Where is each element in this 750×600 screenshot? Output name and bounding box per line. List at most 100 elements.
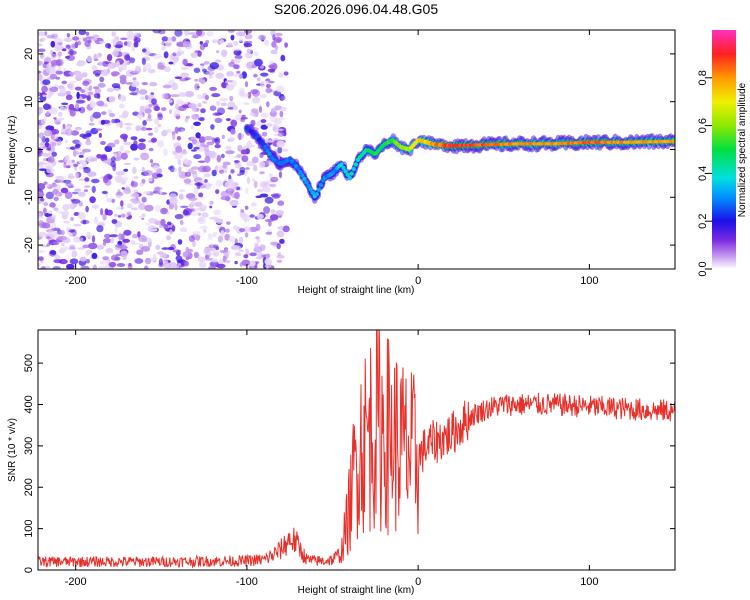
spectrogram-speckle <box>118 66 123 73</box>
spectrogram-speckle <box>115 253 122 257</box>
spectrogram-speckle <box>190 125 194 130</box>
spectrogram-speckle <box>215 59 222 63</box>
spectrogram-speckle <box>230 169 235 174</box>
spectrogram-speckle <box>225 228 230 233</box>
spectrogram-y-tick-label: -10 <box>23 189 35 205</box>
spectrogram-speckle <box>98 133 102 138</box>
spectrogram-speckle <box>274 118 283 125</box>
spectrogram-speckle <box>177 239 183 245</box>
spectrogram-speckle <box>95 40 99 44</box>
spectrogram-speckle <box>100 141 106 145</box>
spectrogram-speckle <box>79 256 87 262</box>
spectrogram-speckle <box>196 93 202 100</box>
spectrogram-speckle <box>106 87 114 93</box>
spectrogram-speckle <box>81 72 88 78</box>
spectrogram-speckle <box>244 30 252 34</box>
spectrogram-speckle <box>277 131 285 137</box>
spectrogram-speckle <box>235 31 246 37</box>
spectrogram-speckle <box>38 48 46 53</box>
spectrogram-speckle <box>193 146 200 150</box>
spectrogram-speckle <box>254 58 263 67</box>
spectrogram-ridge-core <box>302 176 307 182</box>
spectrogram-speckle <box>95 54 101 59</box>
spectrogram-speckle <box>149 82 158 87</box>
spectrogram-speckle <box>172 132 176 141</box>
spectrogram-speckle <box>276 128 284 131</box>
spectrogram-speckle <box>126 36 135 41</box>
spectrogram-speckle <box>183 260 189 267</box>
spectrogram-x-tick-label: 100 <box>580 275 598 287</box>
spectrogram-speckle <box>44 142 50 148</box>
colorbar-tick-label: 0.0 <box>697 261 709 276</box>
spectrogram-speckle <box>38 250 46 253</box>
spectrogram-speckle <box>152 253 157 260</box>
spectrogram-speckle <box>142 191 151 194</box>
spectrogram-speckle <box>257 252 264 259</box>
spectrogram-speckle <box>258 34 266 41</box>
spectrogram-speckle <box>77 247 86 250</box>
spectrogram-speckle <box>264 196 274 204</box>
spectrogram-speckle <box>76 91 80 100</box>
spectrogram-speckle <box>136 113 144 119</box>
spectrogram-speckle <box>243 42 253 48</box>
spectrogram-speckle <box>279 238 285 244</box>
spectrogram-speckle <box>38 263 41 267</box>
spectrogram-speckle <box>231 73 241 77</box>
spectrogram-speckle <box>75 150 79 155</box>
spectrogram-speckle <box>252 89 260 97</box>
spectrogram-speckle <box>225 80 229 84</box>
spectrogram-speckle <box>151 172 160 179</box>
spectrogram-speckle <box>214 144 221 149</box>
spectrogram-speckle <box>178 189 186 193</box>
spectrogram-speckle <box>251 178 256 182</box>
spectrogram-speckle <box>193 67 201 74</box>
spectrogram-speckle <box>118 94 127 102</box>
spectrogram-speckle <box>66 33 71 38</box>
spectrogram-speckle <box>260 124 268 130</box>
spectrogram-speckle <box>43 129 53 137</box>
spectrogram-speckle <box>191 166 199 170</box>
spectrogram-speckle <box>275 85 285 93</box>
spectrogram-speckle <box>120 152 128 160</box>
spectrogram-speckle <box>38 125 43 129</box>
spectrogram-speckle <box>45 191 54 200</box>
spectrogram-speckle <box>59 230 65 235</box>
spectrogram-speckle <box>79 133 87 138</box>
spectrogram-speckle <box>104 233 111 239</box>
spectrogram-speckle <box>212 231 217 238</box>
spectrogram-speckle <box>277 200 285 206</box>
spectrogram-speckle <box>267 68 276 73</box>
spectrogram-ridge-core <box>345 172 350 177</box>
spectrogram-x-tick-label: -100 <box>236 275 258 287</box>
spectrogram-speckle <box>241 71 247 79</box>
spectrogram-speckle <box>38 213 42 217</box>
spectrogram-speckle <box>200 79 206 85</box>
spectrogram-speckle <box>92 264 97 269</box>
spectrogram-speckle <box>283 71 289 76</box>
spectrogram-speckle <box>98 221 105 225</box>
spectrogram-speckle <box>141 246 151 252</box>
snr-panel: -200 -100 0 100 0 100 200 300 400 500 Height of … <box>7 329 676 596</box>
spectrogram-speckle <box>137 142 146 150</box>
spectrogram-speckle <box>74 203 78 207</box>
spectrogram-speckle <box>229 199 239 207</box>
spectrogram-speckle <box>121 187 125 190</box>
spectrogram-speckle <box>89 157 98 162</box>
spectrogram-speckle <box>77 191 86 197</box>
spectrogram-speckle <box>47 156 55 164</box>
spectrogram-speckle <box>69 232 73 237</box>
spectrogram-speckle <box>261 131 268 137</box>
spectrogram-speckle <box>180 150 188 155</box>
spectrogram-speckle <box>180 67 189 70</box>
spectrogram-speckle <box>270 209 276 215</box>
spectrogram-speckle <box>103 123 112 127</box>
spectrogram-speckle <box>65 55 71 59</box>
spectrogram-speckle <box>113 152 118 158</box>
spectrogram-speckle <box>46 147 51 151</box>
spectrogram-speckle <box>110 237 115 244</box>
spectrogram-speckle <box>125 82 133 85</box>
spectrogram-speckle <box>232 48 242 52</box>
spectrogram-speckle <box>91 204 100 209</box>
spectrogram-speckle <box>219 249 228 253</box>
spectrogram-speckle <box>217 235 223 243</box>
